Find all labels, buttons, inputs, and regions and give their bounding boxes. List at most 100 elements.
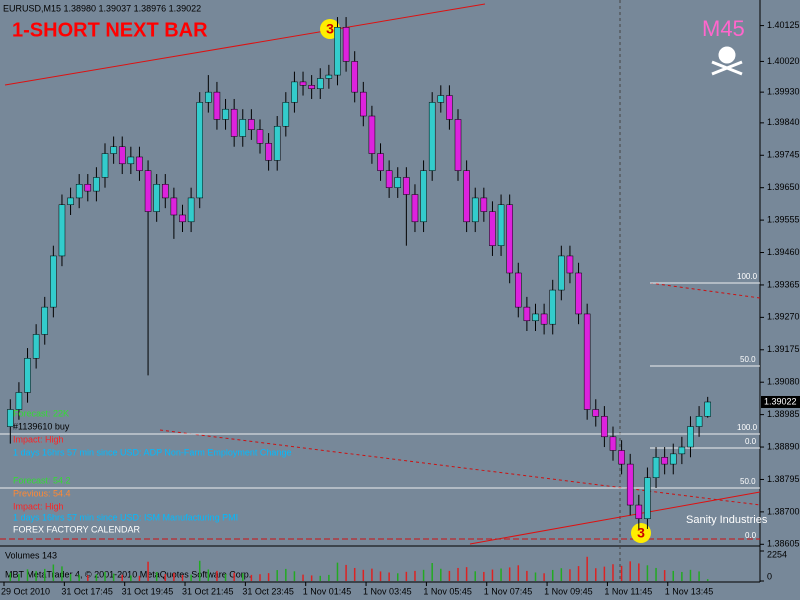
- candle-body: [540, 313, 548, 325]
- y-tick-label: 1.39175: [767, 344, 800, 354]
- x-tick-label: 1 Nov 13:45: [665, 586, 714, 596]
- candle-body: [437, 95, 445, 103]
- x-tick-label: 1 Nov 03:45: [363, 586, 412, 596]
- x-tick-label: 31 Oct 19:45: [122, 586, 174, 596]
- candle-body: [385, 170, 393, 188]
- candle-body: [308, 85, 315, 89]
- candle-body: [118, 146, 126, 165]
- candle-body: [256, 129, 264, 144]
- candle-body: [523, 306, 531, 322]
- candle-body: [334, 27, 341, 76]
- candle-body: [609, 436, 617, 451]
- candle-body: [377, 153, 384, 171]
- candle-body: [222, 108, 229, 120]
- candle-body: [93, 177, 100, 192]
- candle-body: [179, 214, 186, 223]
- x-tick-label: 1 Nov 09:45: [544, 586, 593, 596]
- copyright: MBT MetaTrader 4, © 2001-2010 MetaQuotes…: [5, 569, 251, 579]
- y-tick-label: 1.40020: [767, 56, 800, 66]
- candle-body: [325, 74, 333, 79]
- candle-body: [583, 313, 591, 410]
- candle-body: [316, 78, 324, 89]
- candle-body: [170, 197, 178, 216]
- candle-body: [153, 184, 160, 212]
- y-tick-label: 1.39270: [767, 312, 800, 322]
- symbol-header: EURUSD,M15 1.38980 1.39037 1.38976 1.390…: [3, 3, 201, 13]
- candle-body: [549, 289, 556, 325]
- trend-line: [469, 491, 761, 545]
- candle-body: [489, 211, 496, 246]
- candle-body: [58, 204, 66, 257]
- candle-body: [230, 108, 238, 137]
- y-tick-label: 1.40125: [767, 20, 800, 30]
- y-tick-label: 1.38605: [767, 539, 800, 549]
- candle-body: [213, 91, 221, 120]
- candle-body: [428, 102, 436, 171]
- calendar-note: Previous: 54.4: [13, 488, 71, 498]
- calendar-note: Forecast: 22K: [13, 408, 69, 418]
- candle-body: [454, 119, 462, 171]
- candle-body: [101, 153, 109, 178]
- candle-body: [394, 177, 402, 188]
- candle-body: [136, 156, 143, 171]
- y-tick-label: 1.38795: [767, 474, 800, 484]
- candle-body: [368, 115, 376, 154]
- trend-line: [4, 3, 486, 86]
- y-tick-label: 1.39930: [767, 87, 800, 97]
- current-price-label: 1.39022: [764, 396, 797, 406]
- y-tick-label: 1.38890: [767, 441, 800, 451]
- candle-body: [652, 457, 660, 478]
- y-tick-label: 1.39080: [767, 377, 800, 387]
- candle-body: [24, 358, 31, 393]
- candle-body: [506, 204, 513, 274]
- candle-body: [592, 409, 600, 417]
- current-price-box: [761, 395, 800, 408]
- candle-body: [342, 27, 350, 62]
- candle-body: [187, 197, 195, 223]
- calendar-note: Forecast: 54.2: [13, 475, 71, 485]
- candle-body: [704, 401, 711, 417]
- candle-body: [618, 450, 625, 465]
- y-tick-label: 1.38985: [767, 409, 800, 419]
- candle-body: [532, 313, 539, 322]
- candle-body: [248, 119, 255, 130]
- candle-body: [110, 146, 117, 154]
- x-tick-label: 1 Nov 01:45: [303, 586, 352, 596]
- candle-body: [162, 184, 169, 199]
- candle-body: [695, 416, 703, 427]
- candle-body: [282, 102, 290, 127]
- candle-body: [7, 409, 14, 427]
- candle-body: [678, 446, 686, 455]
- candle-body: [635, 504, 643, 519]
- signal-marker: [631, 523, 651, 543]
- candle-body: [15, 392, 23, 410]
- candle-body: [644, 477, 651, 519]
- calendar-note: 1 days 16hrs 57 min since USD: ADP Non-F…: [13, 447, 291, 457]
- marker-label: 3: [326, 21, 334, 37]
- candle-body: [626, 463, 634, 506]
- x-tick-label: 31 Oct 17:45: [61, 586, 113, 596]
- y-tick-label: 1.39650: [767, 182, 800, 192]
- fib-label: 0.0: [745, 437, 757, 446]
- candle-body: [205, 91, 212, 103]
- x-tick-label: 29 Oct 2010: [1, 586, 50, 596]
- candle-body: [265, 143, 272, 161]
- candle-body: [351, 61, 358, 93]
- candle-body: [669, 453, 677, 465]
- candle-body: [127, 156, 135, 165]
- candle-body: [196, 102, 203, 199]
- x-tick-label: 31 Oct 21:45: [182, 586, 234, 596]
- candle-body: [420, 170, 427, 223]
- skull-icon: [711, 46, 743, 76]
- candle-body: [515, 272, 522, 308]
- candle-body: [291, 81, 298, 103]
- volume-tick-label: 2254: [767, 549, 787, 559]
- candle-body: [687, 426, 694, 448]
- candle-body: [41, 306, 49, 335]
- calendar-note: FOREX FACTORY CALENDAR: [13, 524, 141, 534]
- candle-body: [558, 255, 565, 291]
- timeframe-label: M45: [702, 16, 745, 41]
- candle-body: [144, 170, 152, 212]
